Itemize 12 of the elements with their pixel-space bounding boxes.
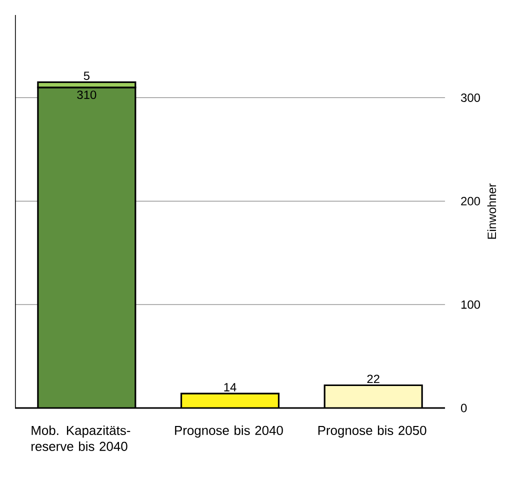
- y-tick-label: 0: [460, 404, 467, 412]
- y-axis-title: Einwohner: [487, 183, 496, 239]
- y-tick-label: 100: [461, 300, 480, 309]
- data-label: 22: [367, 374, 380, 384]
- data-label: 5: [84, 72, 90, 80]
- data-label: 14: [224, 383, 236, 392]
- y-tick-label: 300: [460, 94, 480, 102]
- y-tick-label: 200: [461, 196, 480, 206]
- x-tick-label: Prognose bis 2040: [175, 426, 283, 438]
- x-tick-label: Prognose bis 2050: [318, 426, 426, 438]
- data-label: 310: [77, 90, 96, 100]
- x-tick-label: Mob. Kapazitäts-reserve bis 2040: [32, 426, 130, 451]
